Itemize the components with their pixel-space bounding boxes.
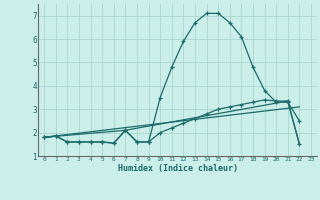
X-axis label: Humidex (Indice chaleur): Humidex (Indice chaleur) (118, 164, 238, 173)
